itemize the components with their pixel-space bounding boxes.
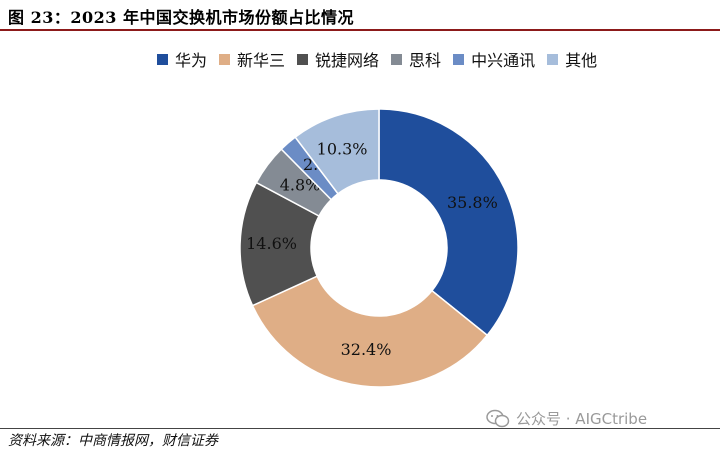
legend-item: 中兴通讯 xyxy=(453,47,535,71)
figure-header: 图 23：2023 年中国交换机市场份额占比情况 xyxy=(0,0,720,30)
chart-legend: 华为 新华三 锐捷网络 思科 中兴通讯 其他 xyxy=(157,46,609,72)
slice-data-label: 32.4% xyxy=(341,340,392,359)
legend-item: 锐捷网络 xyxy=(297,47,379,71)
figure-title: 图 23：2023 年中国交换机市场份额占比情况 xyxy=(8,8,354,27)
slice-data-label: 14.6% xyxy=(246,234,297,253)
legend-item: 新华三 xyxy=(219,47,285,71)
legend-item: 思科 xyxy=(391,47,441,71)
legend-swatch xyxy=(219,53,231,65)
watermark-text: 公众号 · AIGCtribe xyxy=(516,410,648,428)
wechat-icon xyxy=(486,409,510,427)
source-note: 资料来源：中商情报网，财信证券 xyxy=(8,433,218,449)
slice-data-label: 35.8% xyxy=(447,193,498,212)
legend-label: 锐捷网络 xyxy=(315,51,380,70)
slice-data-label: 4.8% xyxy=(280,176,321,195)
watermark: 公众号 · AIGCtribe xyxy=(486,408,647,429)
title-divider xyxy=(0,29,720,31)
donut-slice xyxy=(251,275,489,388)
donut-slice xyxy=(378,108,519,337)
legend-label: 中兴通讯 xyxy=(471,51,536,70)
legend-item: 华为 xyxy=(157,47,207,71)
legend-item: 其他 xyxy=(547,47,597,71)
legend-label: 思科 xyxy=(409,51,442,70)
legend-swatch xyxy=(391,53,403,65)
legend-label: 新华三 xyxy=(237,51,286,70)
slice-data-label: 10.3% xyxy=(317,139,368,158)
donut-slice xyxy=(294,108,380,195)
legend-swatch xyxy=(453,53,465,65)
legend-label: 其他 xyxy=(565,51,598,70)
legend-swatch xyxy=(297,53,309,65)
legend-swatch xyxy=(157,53,168,65)
legend-label: 华为 xyxy=(175,51,208,70)
source-divider xyxy=(0,428,720,429)
legend-swatch xyxy=(547,53,559,65)
